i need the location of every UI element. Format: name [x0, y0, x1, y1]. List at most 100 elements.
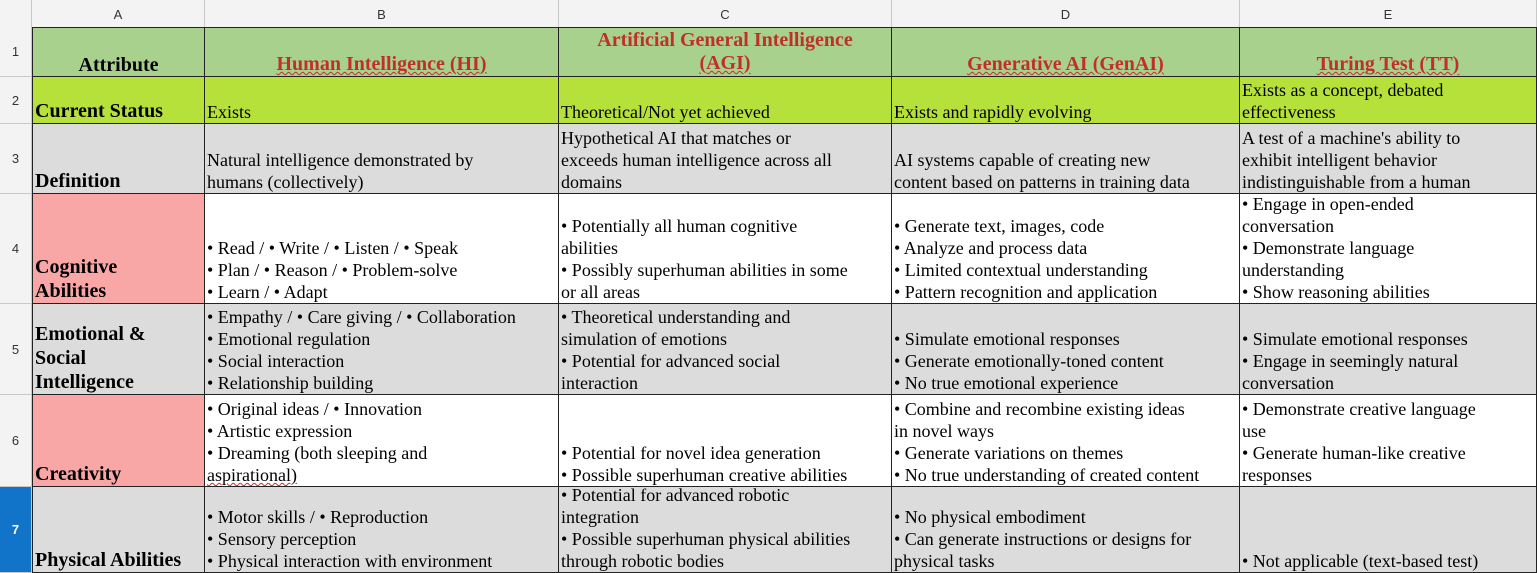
status-hi: Exists	[207, 102, 252, 122]
cell-d3[interactable]: AI systems capable of creating new conte…	[892, 124, 1240, 194]
cognitive-tt-line: • Engage in open-ended	[1242, 194, 1414, 214]
cell-e7[interactable]: • Not applicable (text-based test)	[1240, 487, 1537, 573]
physical-hi-line: • Physical interaction with environment	[207, 551, 493, 571]
cell-d2[interactable]: Exists and rapidly evolving	[892, 77, 1240, 124]
cell-b2[interactable]: Exists	[205, 77, 559, 124]
creativity-label: Creativity	[35, 463, 122, 485]
cell-e4[interactable]: • Engage in open-ended conversation • De…	[1240, 194, 1537, 304]
definition-agi-line: exceeds human intelligence across all	[561, 150, 832, 170]
creativity-agi-line: • Potential for novel idea generation	[561, 443, 821, 463]
creativity-hi-line: • Original ideas / • Innovation	[207, 399, 423, 419]
status-tt-line: effectiveness	[1242, 102, 1336, 122]
emotional-tt-line: • Engage in seemingly natural	[1242, 351, 1459, 371]
cell-c4[interactable]: • Potentially all human cognitive abilit…	[559, 194, 892, 304]
cognitive-genai-line: • Analyze and process data	[894, 238, 1088, 258]
definition-agi-line: domains	[561, 172, 622, 192]
attribute-header: Attribute	[78, 54, 159, 76]
creativity-genai-line: in novel ways	[894, 421, 994, 441]
creativity-genai-line: • No true understanding of created conte…	[894, 465, 1200, 485]
cognitive-tt-line: • Show reasoning abilities	[1242, 282, 1430, 302]
cell-a4[interactable]: Cognitive Abilities	[32, 194, 205, 304]
cognitive-agi-line: • Possibly superhuman abilities in some	[561, 260, 848, 280]
cell-d4[interactable]: • Generate text, images, code • Analyze …	[892, 194, 1240, 304]
emotional-label-line: Intelligence	[35, 371, 134, 393]
emotional-agi-line: interaction	[561, 373, 638, 393]
row-header-6[interactable]: 6	[0, 395, 32, 487]
cognitive-hi-line: • Read / • Write / • Listen / • Speak	[207, 238, 459, 258]
tt-header: Turing Test (TT)	[1316, 53, 1460, 75]
hi-header: Human Intelligence (HI)	[276, 53, 487, 75]
physical-tt-line: • Not applicable (text-based test)	[1242, 551, 1479, 571]
cell-b3[interactable]: Natural intelligence demonstrated by hum…	[205, 124, 559, 194]
cell-c1[interactable]: Artificial General Intelligence (AGI)	[559, 27, 892, 77]
creativity-genai-line: • Generate variations on themes	[894, 443, 1124, 463]
row-header-3[interactable]: 3	[0, 124, 32, 194]
physical-agi-line: integration	[561, 507, 639, 527]
definition-tt-line: indistinguishable from a human	[1242, 172, 1471, 192]
cell-b7[interactable]: • Motor skills / • Reproduction • Sensor…	[205, 487, 559, 573]
cell-d6[interactable]: • Combine and recombine existing ideas i…	[892, 395, 1240, 487]
emotional-hi-line: • Social interaction	[207, 351, 345, 371]
cell-e5[interactable]: • Simulate emotional responses • Engage …	[1240, 304, 1537, 395]
cell-e2[interactable]: Exists as a concept, debated effectivene…	[1240, 77, 1537, 124]
cognitive-tt-line: understanding	[1242, 260, 1344, 280]
cognitive-hi-line: • Learn / • Adapt	[207, 282, 328, 302]
cognitive-label-line: Abilities	[35, 280, 107, 302]
cell-a1[interactable]: Attribute	[32, 27, 205, 77]
physical-genai-line: • Can generate instructions or designs f…	[894, 529, 1192, 549]
cell-b6[interactable]: • Original ideas / • Innovation • Artist…	[205, 395, 559, 487]
column-header-e[interactable]: E	[1240, 0, 1537, 27]
cell-a7[interactable]: Physical Abilities	[32, 487, 205, 573]
cell-a5[interactable]: Emotional & Social Intelligence	[32, 304, 205, 395]
cognitive-genai-line: • Limited contextual understanding	[894, 260, 1148, 280]
cognitive-agi-line: or all areas	[561, 282, 640, 302]
emotional-agi-line: • Potential for advanced social	[561, 351, 781, 371]
cell-c5[interactable]: • Theoretical understanding and simulati…	[559, 304, 892, 395]
status-label: Current Status	[35, 100, 163, 122]
cognitive-label-line: Cognitive	[35, 256, 118, 278]
emotional-genai-line: • Generate emotionally-toned content	[894, 351, 1164, 371]
status-tt-line: Exists as a concept, debated	[1242, 80, 1444, 100]
physical-hi-line: • Motor skills / • Reproduction	[207, 507, 429, 527]
cell-c6[interactable]: • Potential for novel idea generation • …	[559, 395, 892, 487]
row-header-5[interactable]: 5	[0, 304, 32, 395]
cell-b4[interactable]: • Read / • Write / • Listen / • Speak • …	[205, 194, 559, 304]
row-header-4[interactable]: 4	[0, 194, 32, 304]
emotional-tt-line: • Simulate emotional responses	[1242, 329, 1468, 349]
cell-c3[interactable]: Hypothetical AI that matches or exceeds …	[559, 124, 892, 194]
select-all-corner[interactable]	[0, 0, 32, 27]
emotional-label-line: Social	[35, 347, 87, 369]
physical-hi-line: • Sensory perception	[207, 529, 357, 549]
row-header-2[interactable]: 2	[0, 77, 32, 124]
cell-d7[interactable]: • No physical embodiment • Can generate …	[892, 487, 1240, 573]
column-header-d[interactable]: D	[892, 0, 1240, 27]
cell-a3[interactable]: Definition	[32, 124, 205, 194]
cell-b1[interactable]: Human Intelligence (HI)	[205, 27, 559, 77]
column-header-c[interactable]: C	[559, 0, 892, 27]
physical-agi-line: • Possible superhuman physical abilities	[561, 529, 851, 549]
cell-d1[interactable]: Generative AI (GenAI)	[892, 27, 1240, 77]
column-header-b[interactable]: B	[205, 0, 559, 27]
row-header-7[interactable]: 7	[0, 487, 32, 573]
agi-header-line1: Artificial General Intelligence	[597, 29, 853, 51]
cell-e3[interactable]: A test of a machine's ability to exhibit…	[1240, 124, 1537, 194]
agi-header-line2: (AGI)	[699, 52, 751, 74]
creativity-tt-line: responses	[1242, 465, 1312, 485]
definition-tt-line: exhibit intelligent behavior	[1242, 150, 1437, 170]
cell-e6[interactable]: • Demonstrate creative language use • Ge…	[1240, 395, 1537, 487]
status-agi: Theoretical/Not yet achieved	[561, 102, 770, 122]
cell-e1[interactable]: Turing Test (TT)	[1240, 27, 1537, 77]
creativity-hi-line: • Dreaming (both sleeping and	[207, 443, 428, 463]
column-header-a[interactable]: A	[32, 0, 205, 27]
cell-a6[interactable]: Creativity	[32, 395, 205, 487]
cell-a2[interactable]: Current Status	[32, 77, 205, 124]
emotional-tt-line: conversation	[1242, 373, 1334, 393]
definition-hi-line: humans (collectively)	[207, 172, 364, 192]
row-header-1[interactable]: 1	[0, 27, 32, 77]
cell-c7[interactable]: • Potential for advanced robotic integra…	[559, 487, 892, 573]
cell-d5[interactable]: • Simulate emotional responses • Generat…	[892, 304, 1240, 395]
cell-b5[interactable]: • Empathy / • Care giving / • Collaborat…	[205, 304, 559, 395]
cell-c2[interactable]: Theoretical/Not yet achieved	[559, 77, 892, 124]
emotional-hi-line: • Emotional regulation	[207, 329, 371, 349]
